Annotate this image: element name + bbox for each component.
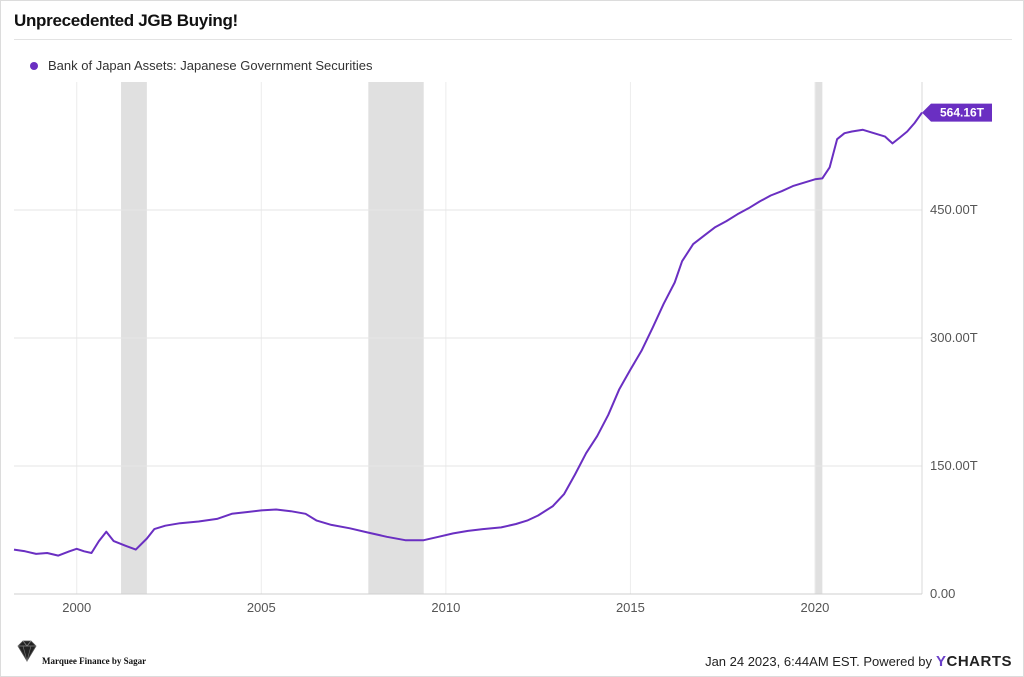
watermark-logo: Marquee Finance by Sagar <box>14 636 146 666</box>
x-tick-label: 2000 <box>62 600 91 615</box>
x-tick-label: 2010 <box>431 600 460 615</box>
legend-dot-icon <box>30 61 38 70</box>
footer: Jan 24 2023, 6:44AM EST. Powered by YCHA… <box>705 653 1012 670</box>
ycharts-logo-rest: CHARTS <box>946 653 1012 670</box>
y-tick-label: 150.00T <box>930 458 978 473</box>
legend-label: Bank of Japan Assets: Japanese Governmen… <box>48 58 373 73</box>
ycharts-logo-y: Y <box>935 653 947 670</box>
y-tick-label: 450.00T <box>930 202 978 217</box>
last-value-label: 564.16T <box>940 106 985 120</box>
x-tick-label: 2005 <box>247 600 276 615</box>
diamond-icon <box>17 640 37 663</box>
title-divider <box>14 39 1012 40</box>
y-tick-label: 300.00T <box>930 330 978 345</box>
legend[interactable]: Bank of Japan Assets: Japanese Governmen… <box>30 58 372 73</box>
x-tick-label: 2015 <box>616 600 645 615</box>
footer-timestamp: Jan 24 2023, 6:44AM EST. Powered by <box>705 654 932 669</box>
last-value-tag <box>922 103 992 122</box>
ycharts-logo[interactable]: YCHARTS <box>936 653 1012 670</box>
x-tick-label: 2020 <box>800 600 829 615</box>
y-tick-label: 0.00 <box>930 586 955 601</box>
watermark-text: Marquee Finance by Sagar <box>42 656 147 666</box>
series-line <box>13 112 923 557</box>
chart-title: Unprecedented JGB Buying! <box>14 11 238 30</box>
